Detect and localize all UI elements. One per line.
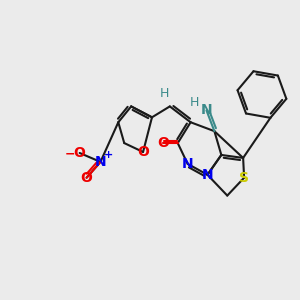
Text: −: − [64, 148, 75, 160]
Text: H: H [160, 87, 170, 100]
Text: O: O [74, 146, 85, 160]
Text: N: N [182, 157, 194, 171]
Text: O: O [137, 145, 149, 159]
Text: S: S [239, 171, 249, 185]
Text: +: + [104, 150, 113, 160]
Text: O: O [81, 171, 92, 185]
Text: O: O [157, 136, 169, 150]
Text: N: N [95, 155, 106, 169]
Text: H: H [190, 96, 199, 109]
Text: N: N [202, 168, 213, 182]
Text: N: N [201, 103, 212, 117]
